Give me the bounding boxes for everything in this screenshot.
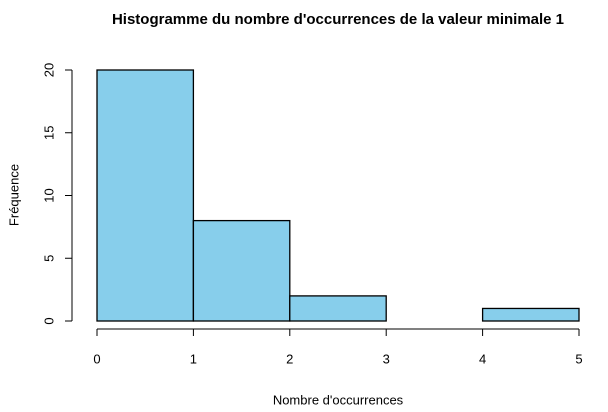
bar <box>289 295 387 322</box>
y-tick-label: 20 <box>41 63 56 77</box>
x-axis-label: Nombre d'occurrences <box>273 392 404 407</box>
x-tick-label: 1 <box>190 351 197 366</box>
bar <box>192 219 291 322</box>
x-tick-label: 0 <box>93 351 100 366</box>
y-tick-label: 5 <box>41 255 56 262</box>
y-tick-label: 15 <box>41 126 56 140</box>
bar <box>96 69 195 322</box>
x-tick-label: 5 <box>575 351 582 366</box>
x-tick-label: 2 <box>286 351 293 366</box>
x-tick-label: 4 <box>479 351 486 366</box>
y-tick-label: 10 <box>41 188 56 202</box>
x-tick-label: 3 <box>383 351 390 366</box>
bar <box>481 307 580 322</box>
y-axis-label: Fréquence <box>6 164 21 226</box>
chart-title: Histogramme du nombre d'occurrences de l… <box>112 11 564 28</box>
y-tick-label: 0 <box>41 317 56 324</box>
